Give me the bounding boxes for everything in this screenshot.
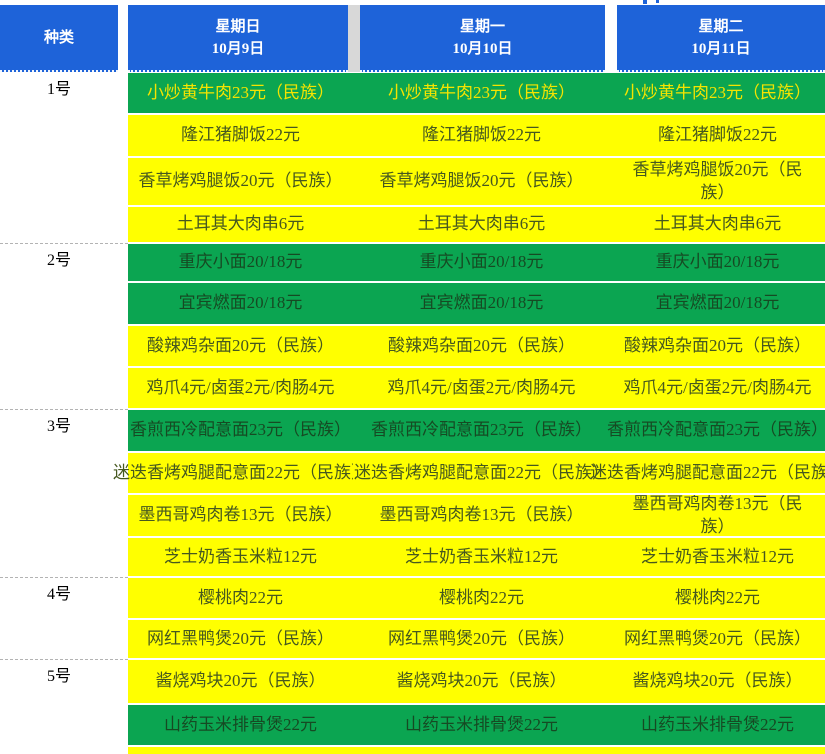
category-section: 1号 bbox=[0, 73, 128, 244]
menu-cell[interactable]: 网红黑鸭煲20元（民族） bbox=[610, 620, 825, 658]
menu-cell[interactable] bbox=[353, 747, 610, 754]
menu-cell[interactable]: 土耳其大肉串6元 bbox=[353, 207, 610, 242]
menu-cell[interactable]: 墨西哥鸡肉卷13元（民族） bbox=[128, 495, 353, 536]
category-section-label[interactable]: 1号 bbox=[46, 81, 71, 98]
menu-cell[interactable]: 鸡爪4元/卤蛋2元/肉肠4元 bbox=[128, 368, 353, 408]
category-section-label[interactable]: 4号 bbox=[46, 586, 71, 603]
menu-cell[interactable]: 隆江猪脚饭22元 bbox=[128, 115, 353, 156]
menu-cell[interactable]: 小炒黄牛肉23元（民族） bbox=[610, 73, 825, 113]
category-label: 种类 bbox=[43, 29, 74, 46]
menu-row: 迷迭香烤鸡腿配意面22元（民族） 迷迭香烤鸡腿配意面22元（民族） 迷迭香烤鸡腿配意… bbox=[113, 453, 825, 495]
menu-cell[interactable]: 香煎西冷配意面23元（民族） bbox=[353, 410, 610, 451]
date-label: 10月11日 bbox=[691, 40, 751, 57]
category-column: 1号 2号 3号 4号 5号 bbox=[0, 73, 128, 754]
menu-cell[interactable]: 迷迭香烤鸡腿配意面22元（民族） bbox=[590, 453, 825, 493]
menu-cell[interactable]: 宜宾燃面20/18元 bbox=[610, 283, 825, 324]
header-cell-sunday[interactable]: 星期日 10月9日 bbox=[128, 5, 348, 72]
menu-cell[interactable]: 迷迭香烤鸡腿配意面22元（民族） bbox=[113, 453, 368, 493]
category-section-label[interactable]: 2号 bbox=[46, 252, 71, 269]
menu-row: 山药玉米排骨煲22元 山药玉米排骨煲22元 山药玉米排骨煲22元 bbox=[128, 705, 825, 747]
menu-cell[interactable]: 酱烧鸡块20元（民族） bbox=[610, 660, 825, 703]
menu-cell[interactable]: 宜宾燃面20/18元 bbox=[128, 283, 353, 324]
menu-row: 小炒黄牛肉23元（民族） 小炒黄牛肉23元（民族） 小炒黄牛肉23元（民族） bbox=[128, 73, 825, 115]
menu-cell[interactable]: 酱烧鸡块20元（民族） bbox=[353, 660, 610, 703]
weekday-label: 星期二 bbox=[698, 18, 744, 35]
menu-cell[interactable]: 酸辣鸡杂面20元（民族） bbox=[128, 326, 353, 366]
menu-cell[interactable]: 重庆小面20/18元 bbox=[353, 244, 610, 281]
menu-row: 重庆小面20/18元 重庆小面20/18元 重庆小面20/18元 bbox=[128, 244, 825, 283]
menu-cell[interactable]: 香草烤鸡腿饭20元（民族） bbox=[353, 158, 610, 205]
date-label: 10月9日 bbox=[211, 40, 265, 57]
menu-row: 芝士奶香玉米粒12元 芝士奶香玉米粒12元 芝士奶香玉米粒12元 bbox=[128, 538, 825, 578]
menu-row: 酱烧鸡块20元（民族） 酱烧鸡块20元（民族） 酱烧鸡块20元（民族） bbox=[128, 660, 825, 705]
menu-cell[interactable]: 鸡爪4元/卤蛋2元/肉肠4元 bbox=[353, 368, 610, 408]
menu-cell[interactable]: 山药玉米排骨煲22元 bbox=[610, 705, 825, 745]
header-cell-tuesday[interactable]: 星期二 10月11日 bbox=[617, 5, 825, 72]
menu-cell[interactable]: 宜宾燃面20/18元 bbox=[353, 283, 610, 324]
menu-cell[interactable]: 芝士奶香玉米粒12元 bbox=[353, 538, 610, 576]
menu-cell[interactable]: 墨西哥鸡肉卷13元（民族） bbox=[353, 495, 610, 536]
menu-row: 香煎西冷配意面23元（民族） 香煎西冷配意面23元（民族） 香煎西冷配意面23元（民… bbox=[128, 410, 825, 453]
menu-row: 隆江猪脚饭22元 隆江猪脚饭22元 隆江猪脚饭22元 bbox=[128, 115, 825, 158]
category-section-label[interactable]: 3号 bbox=[46, 418, 71, 435]
menu-cell[interactable]: 香草烤鸡腿饭20元（民族） bbox=[610, 158, 825, 205]
category-section: 2号 bbox=[0, 244, 128, 410]
menu-cell[interactable] bbox=[128, 747, 353, 754]
header-gap bbox=[348, 5, 360, 72]
menu-cell[interactable]: 芝士奶香玉米粒12元 bbox=[610, 538, 825, 576]
date-label: 10月10日 bbox=[452, 40, 513, 57]
menu-cell[interactable]: 网红黑鸭煲20元（民族） bbox=[353, 620, 610, 658]
menu-row bbox=[128, 747, 825, 754]
menu-cell[interactable]: 樱桃肉22元 bbox=[610, 578, 825, 618]
weekday-label: 星期日 bbox=[215, 18, 261, 35]
menu-cell[interactable]: 鸡爪4元/卤蛋2元/肉肠4元 bbox=[610, 368, 825, 408]
category-section: 4号 bbox=[0, 578, 128, 660]
menu-cell[interactable]: 土耳其大肉串6元 bbox=[610, 207, 825, 242]
menu-cell[interactable]: 重庆小面20/18元 bbox=[610, 244, 825, 281]
category-section: 3号 bbox=[0, 410, 128, 578]
header-cell-monday[interactable]: 星期一 10月10日 bbox=[360, 5, 605, 72]
menu-row: 土耳其大肉串6元 土耳其大肉串6元 土耳其大肉串6元 bbox=[128, 207, 825, 244]
menu-cell[interactable]: 小炒黄牛肉23元（民族） bbox=[128, 73, 353, 113]
menu-cell[interactable]: 重庆小面20/18元 bbox=[128, 244, 353, 281]
menu-cell[interactable]: 隆江猪脚饭22元 bbox=[353, 115, 610, 156]
menu-cell[interactable]: 香草烤鸡腿饭20元（民族） bbox=[128, 158, 353, 205]
menu-cell[interactable]: 隆江猪脚饭22元 bbox=[610, 115, 825, 156]
menu-cell[interactable]: 迷迭香烤鸡腿配意面22元（民族） bbox=[353, 453, 610, 493]
menu-cell[interactable]: 小炒黄牛肉23元（民族） bbox=[353, 73, 610, 113]
menu-cell[interactable]: 山药玉米排骨煲22元 bbox=[353, 705, 610, 745]
menu-row: 墨西哥鸡肉卷13元（民族） 墨西哥鸡肉卷13元（民族） 墨西哥鸡肉卷13元（民族） bbox=[128, 495, 825, 538]
category-section: 5号 bbox=[0, 660, 128, 754]
menu-row: 网红黑鸭煲20元（民族） 网红黑鸭煲20元（民族） 网红黑鸭煲20元（民族） bbox=[128, 620, 825, 660]
menu-row: 宜宾燃面20/18元 宜宾燃面20/18元 宜宾燃面20/18元 bbox=[128, 283, 825, 326]
menu-cell[interactable]: 土耳其大肉串6元 bbox=[128, 207, 353, 242]
clipped-row-fragment bbox=[643, 0, 647, 4]
menu-row: 鸡爪4元/卤蛋2元/肉肠4元 鸡爪4元/卤蛋2元/肉肠4元 鸡爪4元/卤蛋2元/肉肠… bbox=[128, 368, 825, 410]
menu-cell[interactable]: 山药玉米排骨煲22元 bbox=[128, 705, 353, 745]
menu-cell[interactable]: 樱桃肉22元 bbox=[128, 578, 353, 618]
menu-cell[interactable] bbox=[610, 747, 825, 754]
clipped-row-fragment bbox=[656, 0, 659, 3]
menu-row: 酸辣鸡杂面20元（民族） 酸辣鸡杂面20元（民族） 酸辣鸡杂面20元（民族） bbox=[128, 326, 825, 368]
menu-cell[interactable]: 酸辣鸡杂面20元（民族） bbox=[610, 326, 825, 366]
category-section-label[interactable]: 5号 bbox=[46, 668, 71, 685]
menu-cell[interactable]: 香煎西冷配意面23元（民族） bbox=[128, 410, 353, 451]
header-cell-category[interactable]: 种类 bbox=[0, 5, 118, 72]
weekday-label: 星期一 bbox=[459, 18, 505, 35]
menu-cell[interactable]: 樱桃肉22元 bbox=[353, 578, 610, 618]
menu-grid: 小炒黄牛肉23元（民族） 小炒黄牛肉23元（民族） 小炒黄牛肉23元（民族） 隆江猪脚… bbox=[113, 73, 825, 754]
menu-cell[interactable]: 芝士奶香玉米粒12元 bbox=[128, 538, 353, 576]
menu-cell[interactable]: 香煎西冷配意面23元（民族） bbox=[607, 410, 825, 451]
menu-cell[interactable]: 墨西哥鸡肉卷13元（民族） bbox=[610, 495, 825, 536]
menu-row: 樱桃肉22元 樱桃肉22元 樱桃肉22元 bbox=[128, 578, 825, 620]
menu-cell[interactable]: 酱烧鸡块20元（民族） bbox=[128, 660, 353, 703]
menu-cell[interactable]: 网红黑鸭煲20元（民族） bbox=[128, 620, 353, 658]
menu-cell[interactable]: 酸辣鸡杂面20元（民族） bbox=[353, 326, 610, 366]
menu-row: 香草烤鸡腿饭20元（民族） 香草烤鸡腿饭20元（民族） 香草烤鸡腿饭20元（民族） bbox=[128, 158, 825, 207]
